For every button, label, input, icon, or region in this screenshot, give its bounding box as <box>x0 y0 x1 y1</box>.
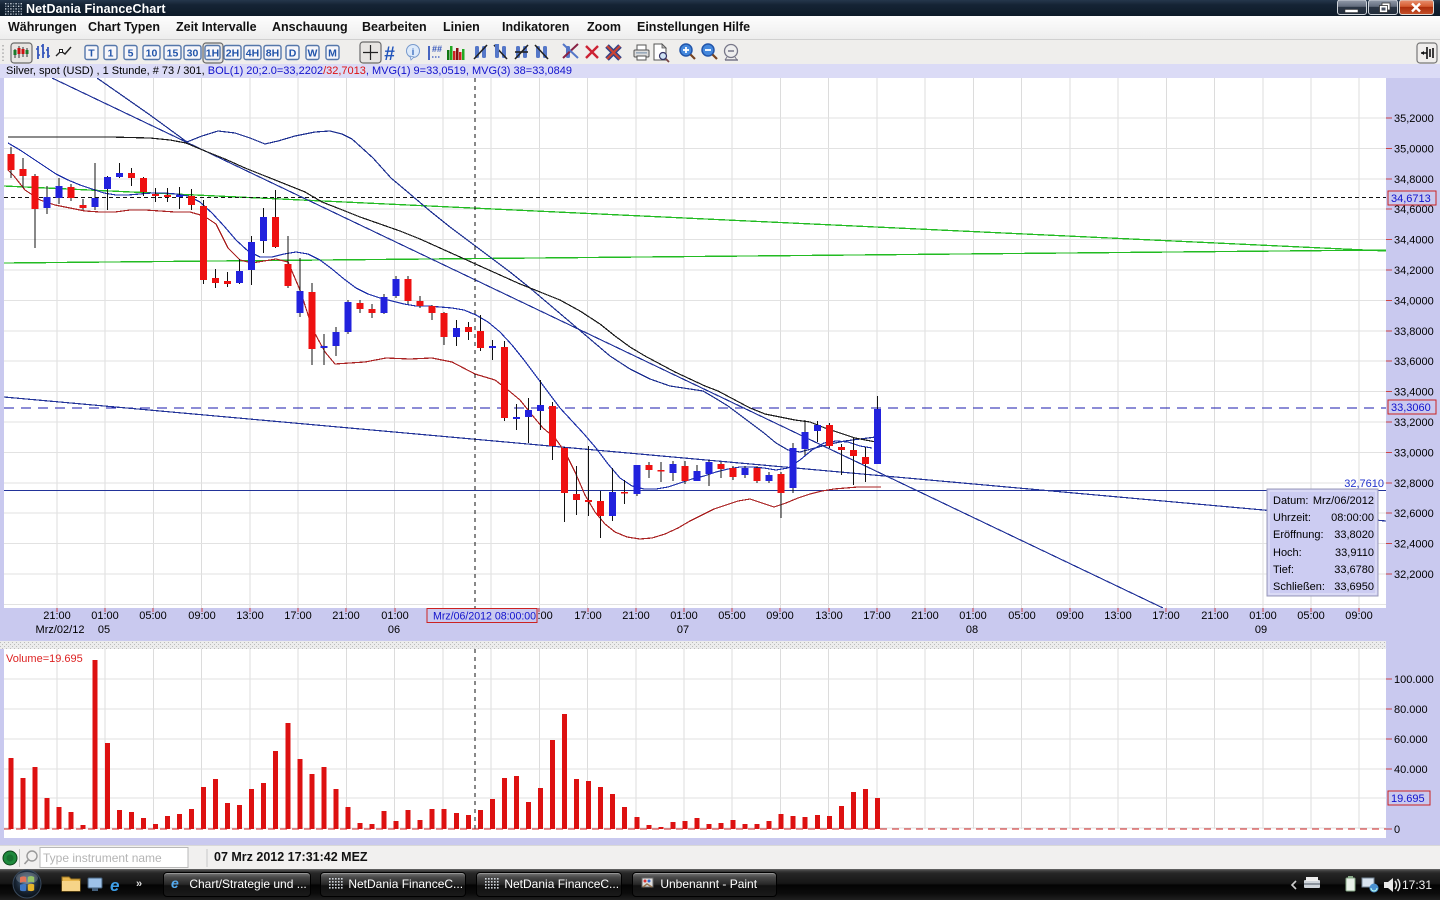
svg-text:15: 15 <box>167 48 179 60</box>
svg-text:33,4000: 33,4000 <box>1394 387 1434 399</box>
svg-text:33,6950: 33,6950 <box>1334 581 1374 593</box>
svg-text:21:00: 21:00 <box>622 610 650 622</box>
svg-text:e: e <box>110 876 119 895</box>
svg-text:4H: 4H <box>246 48 259 60</box>
svg-text:09:00: 09:00 <box>1056 610 1084 622</box>
svg-text:32,7610: 32,7610 <box>1344 478 1384 490</box>
svg-text:05:00: 05:00 <box>718 610 746 622</box>
svg-text:17:00: 17:00 <box>574 610 602 622</box>
svg-text:01:00: 01:00 <box>381 610 409 622</box>
svg-text:33,2000: 33,2000 <box>1394 417 1434 429</box>
svg-text:0: 0 <box>1394 824 1400 836</box>
svg-text:i: i <box>412 47 415 57</box>
svg-text:30: 30 <box>187 48 199 60</box>
svg-text:05:00: 05:00 <box>139 610 167 622</box>
svg-text:Volume=19.695: Volume=19.695 <box>6 653 83 665</box>
svg-text:##: ## <box>432 44 442 54</box>
svg-text:33,0000: 33,0000 <box>1394 447 1434 459</box>
svg-text:34,2000: 34,2000 <box>1394 265 1434 277</box>
svg-text:60.000: 60.000 <box>1394 734 1428 746</box>
svg-text:8H: 8H <box>266 48 279 60</box>
svg-text:05: 05 <box>98 624 110 636</box>
svg-text:34,6713: 34,6713 <box>1391 193 1431 205</box>
svg-text:13:00: 13:00 <box>815 610 843 622</box>
svg-text:13:00: 13:00 <box>236 610 264 622</box>
svg-text:Eröffnung:: Eröffnung: <box>1273 529 1324 541</box>
svg-text:33,8020: 33,8020 <box>1334 529 1374 541</box>
svg-text:19.695: 19.695 <box>1391 793 1425 805</box>
svg-text:06: 06 <box>388 624 400 636</box>
svg-text:M: M <box>328 48 337 60</box>
svg-text:09:00: 09:00 <box>766 610 794 622</box>
svg-text:Datum:: Datum: <box>1273 495 1308 507</box>
svg-text:32,2000: 32,2000 <box>1394 569 1434 581</box>
svg-text:32,8000: 32,8000 <box>1394 478 1434 490</box>
svg-text:33,8000: 33,8000 <box>1394 326 1434 338</box>
svg-text:80.000: 80.000 <box>1394 704 1428 716</box>
svg-text:05:00: 05:00 <box>1297 610 1325 622</box>
svg-text:08:00:00: 08:00:00 <box>1331 512 1374 524</box>
svg-text:33,3060: 33,3060 <box>1391 402 1431 414</box>
svg-text:1: 1 <box>108 48 114 60</box>
svg-text:33,6000: 33,6000 <box>1394 356 1434 368</box>
svg-text:»: » <box>136 878 142 890</box>
svg-text:33,6780: 33,6780 <box>1334 564 1374 576</box>
svg-text:09: 09 <box>1255 624 1267 636</box>
svg-text:34,8000: 34,8000 <box>1394 174 1434 186</box>
svg-text:17:00: 17:00 <box>284 610 312 622</box>
svg-text:Mrz/02/12: Mrz/02/12 <box>36 624 85 636</box>
svg-text:35,0000: 35,0000 <box>1394 143 1434 155</box>
svg-text:Type instrument name: Type instrument name <box>43 851 162 865</box>
svg-text:2H: 2H <box>226 48 239 60</box>
svg-text:Uhrzeit:: Uhrzeit: <box>1273 512 1311 524</box>
svg-text:Hoch:: Hoch: <box>1273 547 1302 559</box>
svg-text:21:00: 21:00 <box>911 610 939 622</box>
svg-text:34,4000: 34,4000 <box>1394 235 1434 247</box>
svg-text:05:00: 05:00 <box>1008 610 1036 622</box>
svg-text:01:00: 01:00 <box>670 610 698 622</box>
svg-text:T: T <box>88 48 95 60</box>
svg-text:32,4000: 32,4000 <box>1394 539 1434 551</box>
svg-text:21:00: 21:00 <box>43 610 71 622</box>
svg-text:#: # <box>384 44 395 64</box>
svg-text:35,2000: 35,2000 <box>1394 113 1434 125</box>
svg-text:21:00: 21:00 <box>1201 610 1229 622</box>
svg-text:5: 5 <box>128 48 134 60</box>
svg-text:D: D <box>289 48 297 60</box>
svg-text:33,9110: 33,9110 <box>1335 547 1374 559</box>
svg-text:01:00: 01:00 <box>1249 610 1277 622</box>
svg-text:17:31: 17:31 <box>1402 878 1432 892</box>
svg-text:Mrz/06/2012: Mrz/06/2012 <box>1313 495 1374 507</box>
svg-text:13:00: 13:00 <box>1104 610 1132 622</box>
svg-text:17:00: 17:00 <box>863 610 891 622</box>
svg-text:01:00: 01:00 <box>91 610 119 622</box>
svg-text:1H: 1H <box>206 48 219 60</box>
svg-text:09:00: 09:00 <box>1345 610 1373 622</box>
svg-text:08: 08 <box>966 624 978 636</box>
svg-text:Mrz/06/2012 08:00:00: Mrz/06/2012 08:00:00 <box>433 611 536 623</box>
svg-text:34,0000: 34,0000 <box>1394 295 1434 307</box>
svg-text:40.000: 40.000 <box>1394 764 1428 776</box>
svg-text:17:00: 17:00 <box>1152 610 1180 622</box>
svg-text:Schließen:: Schließen: <box>1273 581 1325 593</box>
svg-text:10: 10 <box>146 48 158 60</box>
svg-text:e: e <box>171 875 179 891</box>
svg-text:21:00: 21:00 <box>332 610 360 622</box>
svg-text:09:00: 09:00 <box>188 610 216 622</box>
svg-text:01:00: 01:00 <box>959 610 987 622</box>
svg-text:07: 07 <box>677 624 689 636</box>
svg-text:32,6000: 32,6000 <box>1394 508 1434 520</box>
svg-text:Tief:: Tief: <box>1273 564 1294 576</box>
svg-text:100.000: 100.000 <box>1394 674 1434 686</box>
svg-text:W: W <box>308 48 318 60</box>
svg-text:34,6000: 34,6000 <box>1394 204 1434 216</box>
